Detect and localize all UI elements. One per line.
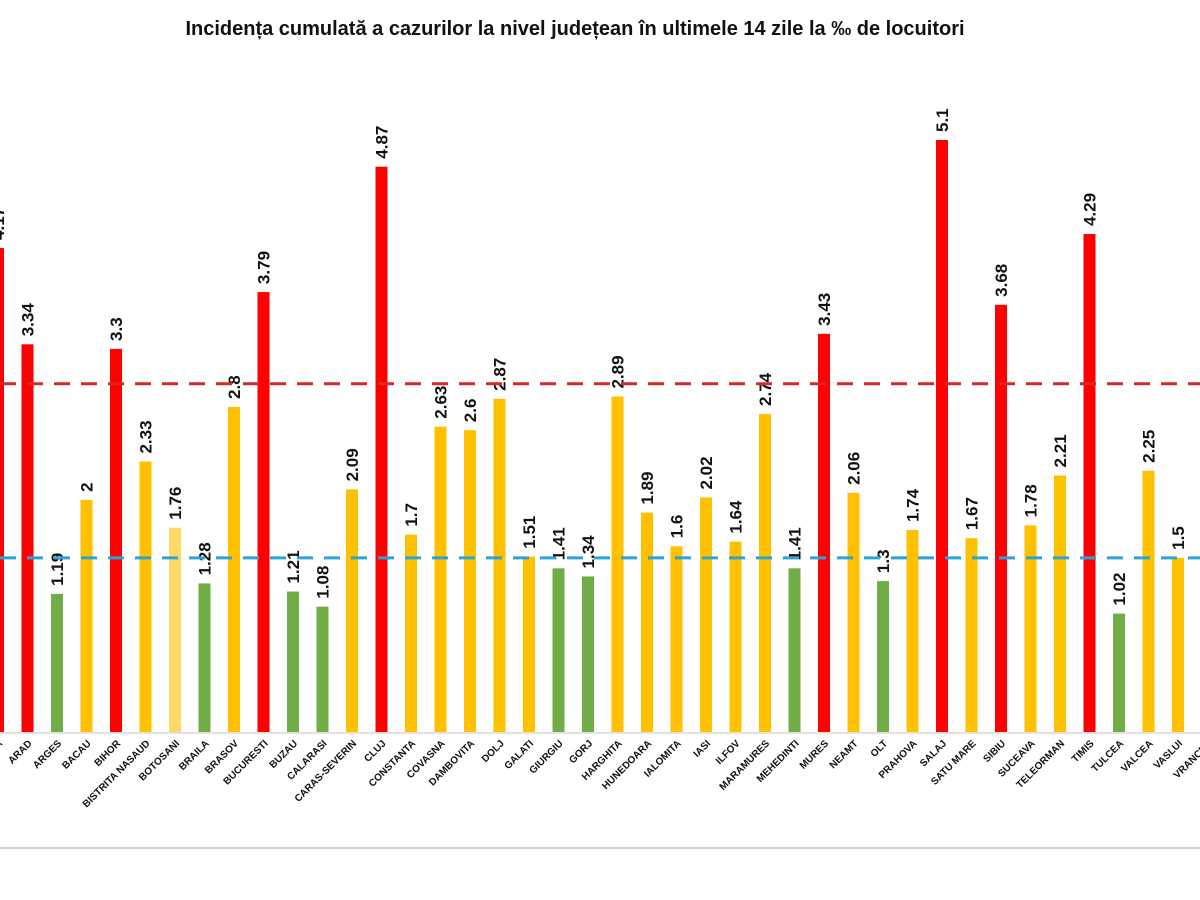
data-label: 1.5	[1169, 526, 1188, 550]
category-label: MURES	[798, 738, 832, 772]
category-label: IASI	[692, 738, 714, 760]
data-label: 2.8	[225, 375, 244, 399]
category-label: DOLJ	[480, 738, 507, 765]
data-label: 2.02	[697, 456, 716, 489]
data-label: 1.51	[520, 516, 539, 549]
category-label: ARAD	[6, 738, 34, 766]
bar-iasi	[700, 497, 712, 732]
data-label: 1.74	[904, 488, 923, 522]
data-label: 1.76	[166, 487, 185, 520]
data-label: 1.78	[1022, 484, 1041, 517]
bar-giurgiu	[552, 568, 565, 732]
data-label: 2.21	[1051, 434, 1070, 467]
category-label: BACAU	[60, 738, 93, 771]
bar-tulcea	[1113, 613, 1125, 732]
data-label: 1.7	[402, 503, 421, 527]
data-label: 1.19	[48, 553, 67, 586]
bar-cluj	[375, 166, 388, 732]
data-label: 1.6	[668, 515, 687, 539]
bar-sibiu	[995, 304, 1007, 732]
data-label: 4.17	[0, 207, 8, 240]
category-label: ILFOV	[714, 738, 743, 767]
data-label: 1.89	[638, 472, 657, 505]
data-label: 2.09	[343, 448, 362, 481]
category-label: CLUJ	[362, 738, 388, 764]
bar-galati	[523, 556, 535, 732]
category-label: ARGES	[31, 738, 64, 771]
bar-bistrita-nasaud	[139, 461, 152, 732]
data-label: 2.63	[432, 386, 451, 419]
bar-arad	[21, 344, 34, 732]
bar-braila	[198, 583, 211, 732]
bar-valcea	[1142, 470, 1155, 732]
chart-title: Incidența cumulată a cazurilor la nivel …	[185, 18, 965, 40]
bar-alba	[0, 247, 4, 732]
bar-brasov	[228, 406, 240, 732]
bar-prahova	[906, 530, 919, 732]
bar-covasna	[434, 426, 447, 732]
data-label: 2.87	[491, 358, 510, 391]
bar-calarasi	[316, 606, 329, 732]
bar-neamt	[847, 492, 860, 732]
bar-harghita	[611, 396, 624, 732]
data-label: 2.74	[756, 372, 775, 406]
data-label: 4.29	[1081, 193, 1100, 226]
bar-suceava	[1024, 525, 1037, 732]
bar-mures	[818, 333, 830, 732]
bar-dambovita	[464, 430, 476, 732]
data-label: 2.06	[845, 452, 864, 485]
data-label: 3.43	[815, 293, 834, 326]
data-label: 2.25	[1140, 430, 1159, 463]
data-label: 5.1	[933, 108, 952, 132]
bar-bucuresti	[257, 292, 270, 732]
data-label: 2	[78, 482, 97, 491]
data-label: 2.33	[137, 420, 156, 453]
bar-ialomita	[670, 546, 683, 732]
category-label: VALCEA	[1119, 738, 1155, 774]
data-label: 2.6	[461, 399, 480, 423]
data-label: 1.21	[284, 550, 303, 583]
data-label: 3.3	[107, 317, 126, 341]
data-label: 1.64	[727, 500, 746, 534]
bar-ilfov	[729, 541, 742, 732]
data-label: 4.87	[373, 126, 392, 159]
bar-arges	[51, 593, 63, 732]
bar-gorj	[582, 576, 594, 732]
bar-caras-severin	[346, 489, 358, 732]
bar-olt	[877, 581, 889, 732]
data-label: 1.41	[550, 527, 569, 560]
category-label: OLT	[869, 738, 890, 759]
category-label: GORJ	[567, 738, 595, 766]
data-label: 3.68	[992, 264, 1011, 297]
bar-constanta	[405, 534, 417, 732]
bar-bihor	[110, 348, 122, 732]
bar-mehedinti	[788, 568, 801, 732]
data-label: 1.34	[579, 535, 598, 569]
bar-timis	[1083, 234, 1096, 732]
bar-teleorman	[1054, 475, 1066, 732]
bar-buzau	[287, 591, 299, 732]
data-label: 1.67	[963, 497, 982, 530]
bar-maramures	[759, 413, 771, 732]
data-label: 3.79	[255, 251, 274, 284]
bar-vaslui	[1172, 557, 1184, 732]
bar-bacau	[80, 499, 93, 732]
bar-satu-mare	[965, 538, 978, 732]
bar-salaj	[936, 140, 948, 732]
data-label: 2.89	[609, 355, 628, 388]
data-label: 1.3	[874, 549, 893, 573]
data-label: 3.34	[19, 303, 38, 337]
data-label: 1.41	[786, 527, 805, 560]
category-label: SIBIU	[981, 738, 1008, 765]
bar-botosani	[169, 527, 181, 732]
data-label: 1.08	[314, 566, 333, 599]
category-label: NEAMT	[828, 738, 861, 771]
data-label: 1.02	[1110, 573, 1129, 606]
bar-hunedoara	[641, 512, 653, 732]
category-label: ALBA	[0, 738, 5, 765]
bar-dolj	[493, 398, 506, 732]
category-label: TIMIS	[1070, 738, 1097, 765]
